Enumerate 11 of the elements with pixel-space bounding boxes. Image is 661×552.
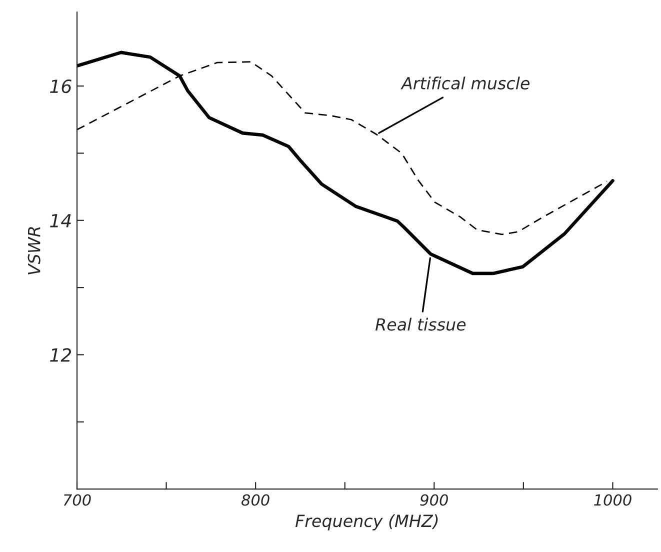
annotation: Artifical muscle	[400, 76, 530, 90]
y-tick-label: 16	[50, 79, 72, 94]
x-tick-label: 700	[64, 494, 91, 506]
x-tick-label: 800	[242, 494, 270, 506]
x-axis-title: Frequency (MHZ)	[295, 514, 438, 530]
y-tick-label: 14	[50, 214, 71, 228]
annotation: Real tissue	[375, 318, 466, 331]
y-tick-label: 12	[50, 348, 72, 362]
x-tick-label: 900	[420, 494, 448, 506]
x-tick-label: 1000	[594, 494, 632, 506]
y-axis-title: VSWR	[28, 227, 40, 274]
